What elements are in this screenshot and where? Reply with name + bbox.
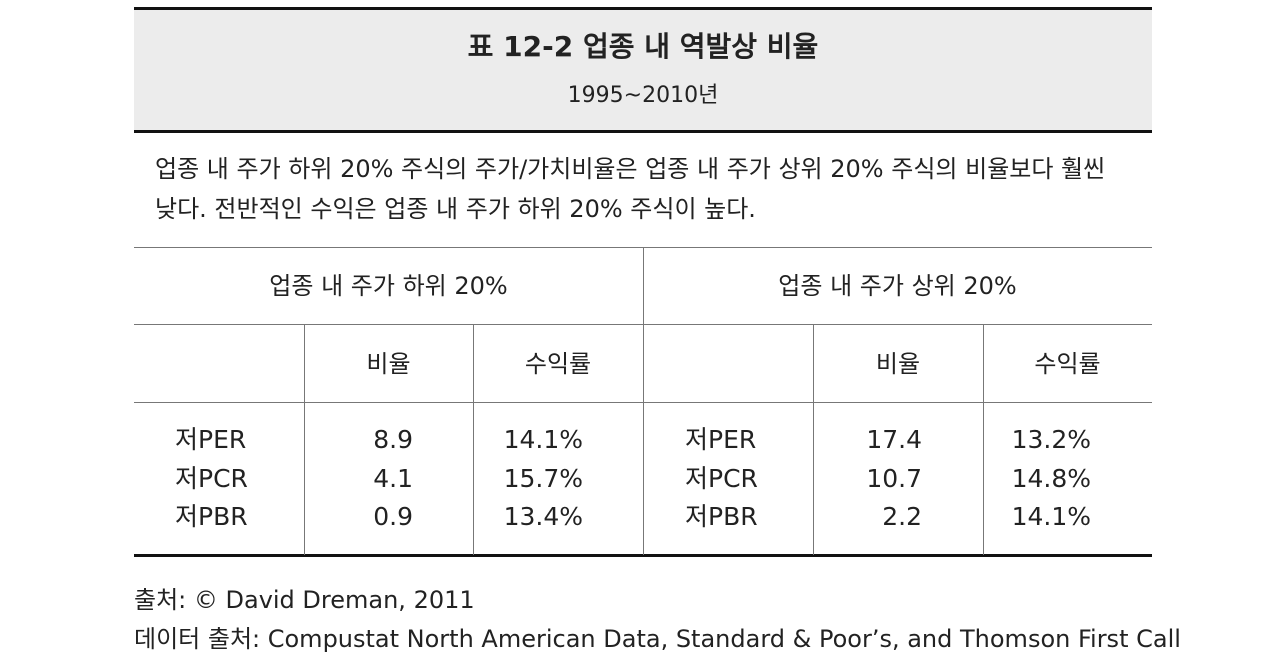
cell-value: 2.2 xyxy=(882,502,922,531)
subtitle: 1995~2010년 xyxy=(567,83,719,108)
rule xyxy=(134,7,1152,10)
cell-value: 4.1 xyxy=(373,463,413,493)
column-header: 비율 xyxy=(366,350,411,378)
row-label: 저PBR xyxy=(685,502,758,531)
group-header: 업종 내 주가 하위 20% xyxy=(269,272,508,300)
row-label: 저PCR xyxy=(685,463,758,493)
source: 데이터 출처: Compustat North American Data, S… xyxy=(134,625,1181,653)
divider xyxy=(304,324,305,555)
cell-value: 17.4 xyxy=(866,425,922,454)
divider xyxy=(813,324,814,555)
cell-value: 13.4% xyxy=(503,502,583,531)
cell-value: 10.7 xyxy=(866,463,922,493)
header-box xyxy=(134,10,1152,130)
row-label: 저PBR xyxy=(175,502,248,531)
divider xyxy=(983,324,984,555)
row-label: 저PER xyxy=(685,425,757,454)
cell-value: 8.9 xyxy=(373,425,413,454)
cell-value: 14.1% xyxy=(503,425,583,454)
rule xyxy=(134,130,1152,133)
rule xyxy=(134,554,1152,557)
divider xyxy=(473,324,474,555)
column-header: 비율 xyxy=(875,350,921,378)
row-label: 저PER xyxy=(175,425,247,454)
column-header: 수익률 xyxy=(524,350,592,378)
description: 낮다. 전반적인 수익은 업종 내 주가 하위 20% 주식이 높다. xyxy=(155,195,756,223)
row-label: 저PCR xyxy=(175,463,248,493)
column-header: 수익률 xyxy=(1034,350,1101,378)
cell-value: 14.8% xyxy=(1011,463,1091,493)
cell-value: 14.1% xyxy=(1011,502,1091,531)
cell-value: 13.2% xyxy=(1011,425,1091,454)
group-header: 업종 내 주가 상위 20% xyxy=(778,272,1017,300)
description: 업종 내 주가 하위 20% 주식의 주가/가치비율은 업종 내 주가 상위 2… xyxy=(155,155,1106,183)
source: 출처: © David Dreman, 2011 xyxy=(134,586,475,614)
cell-value: 0.9 xyxy=(373,502,413,531)
title: 표 12-2 업종 내 역발상 비율 xyxy=(467,30,819,63)
cell-value: 15.7% xyxy=(503,463,583,493)
divider xyxy=(643,247,644,555)
